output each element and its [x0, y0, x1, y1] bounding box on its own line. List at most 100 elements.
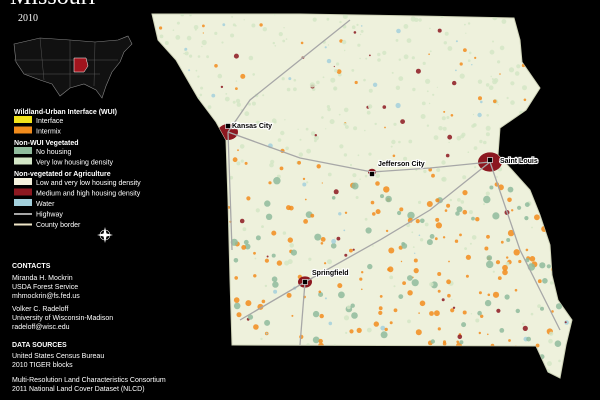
land-patch — [524, 202, 530, 208]
city-marker — [369, 171, 375, 177]
land-patch — [197, 55, 201, 58]
land-patch — [522, 325, 528, 331]
land-patch — [324, 297, 327, 300]
land-patch — [517, 205, 522, 210]
land-patch — [360, 29, 364, 33]
land-patch — [367, 263, 373, 270]
us-inset — [13, 35, 133, 99]
land-patch — [271, 253, 276, 258]
land-patch — [443, 41, 447, 45]
land-patch — [357, 43, 361, 47]
land-patch — [398, 76, 404, 81]
land-patch — [289, 243, 295, 248]
land-patch — [220, 85, 224, 89]
land-patch — [326, 105, 330, 109]
land-patch — [273, 289, 278, 294]
land-patch — [403, 54, 409, 60]
land-patch — [280, 130, 285, 136]
land-patch — [195, 69, 198, 72]
land-patch — [428, 167, 433, 172]
land-patch — [497, 60, 501, 64]
legend-heading: Non-vegetated or Agriculture — [14, 171, 111, 178]
land-patch — [276, 260, 283, 266]
land-patch — [493, 99, 497, 104]
land-patch — [271, 118, 277, 123]
legend-swatch — [14, 116, 32, 123]
land-patch — [261, 299, 266, 304]
land-patch — [365, 57, 368, 60]
land-patch — [459, 62, 463, 66]
land-patch — [437, 272, 442, 276]
land-patch — [271, 230, 277, 236]
land-patch — [297, 128, 299, 130]
land-patch — [414, 252, 416, 254]
land-patch — [282, 231, 287, 235]
land-patch — [344, 253, 348, 257]
land-patch — [525, 248, 529, 252]
legend: Wildland-Urban Interface (WUI) Interface I… — [14, 109, 141, 229]
land-patch — [455, 69, 457, 72]
land-patch — [343, 107, 349, 113]
land-patch — [501, 19, 507, 24]
land-patch — [537, 304, 541, 308]
land-patch — [411, 231, 414, 234]
land-patch — [293, 87, 297, 92]
land-patch — [251, 101, 256, 106]
land-patch — [336, 69, 342, 74]
land-patch — [384, 327, 388, 332]
land-patch — [485, 191, 490, 196]
land-patch — [244, 243, 251, 250]
land-patch — [255, 120, 261, 126]
city-marker — [487, 157, 493, 163]
land-patch — [310, 131, 316, 136]
land-patch — [447, 46, 453, 51]
land-patch — [235, 98, 241, 104]
land-patch — [183, 52, 185, 55]
land-patch — [244, 161, 248, 165]
land-patch — [233, 302, 241, 310]
land-patch — [302, 182, 307, 187]
land-patch — [455, 211, 460, 216]
land-patch — [326, 58, 332, 64]
land-patch — [367, 104, 373, 109]
legend-label: Highway — [36, 212, 63, 219]
land-patch — [531, 226, 533, 229]
land-patch — [338, 291, 345, 299]
land-patch — [382, 163, 384, 166]
land-patch — [390, 145, 393, 148]
land-patch — [201, 45, 203, 48]
land-patch — [359, 277, 363, 281]
land-patch — [266, 255, 269, 258]
source-line: 2011 National Land Cover Dataset (NLCD) — [12, 386, 145, 393]
land-patch — [477, 112, 482, 118]
land-patch — [421, 101, 426, 106]
land-patch — [230, 33, 235, 38]
land-patch — [460, 200, 465, 204]
land-patch — [343, 153, 348, 157]
land-patch — [305, 127, 309, 131]
land-patch — [264, 258, 269, 263]
land-patch — [235, 87, 238, 90]
land-patch — [368, 88, 373, 93]
source-line: United States Census Bureau — [12, 353, 104, 360]
land-patch — [265, 213, 273, 220]
land-patch — [180, 14, 185, 17]
land-patch — [288, 77, 292, 81]
land-patch — [384, 126, 386, 129]
land-patch — [418, 234, 421, 237]
land-patch — [441, 160, 446, 165]
land-patch — [264, 284, 268, 288]
land-patch — [504, 294, 510, 300]
land-patch — [359, 33, 362, 36]
land-patch — [287, 237, 293, 243]
land-patch — [464, 247, 467, 251]
land-patch — [524, 216, 529, 221]
land-patch — [419, 300, 426, 307]
land-patch — [486, 234, 490, 239]
land-patch — [176, 21, 180, 25]
land-patch — [345, 331, 348, 334]
land-patch — [535, 343, 540, 348]
land-patch — [186, 35, 192, 41]
city-label: Saint Louis — [500, 158, 538, 165]
land-patch — [355, 196, 359, 199]
